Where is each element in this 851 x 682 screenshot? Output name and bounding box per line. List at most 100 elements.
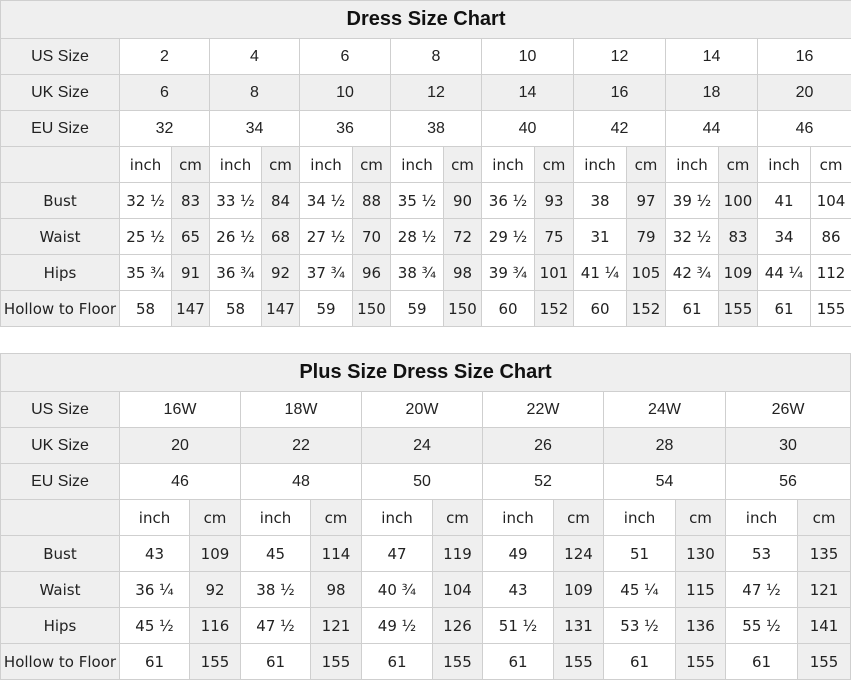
unit-cm: cm [310, 499, 362, 536]
uk-size-cell: 14 [481, 74, 574, 111]
inch-value: 27 ½ [299, 218, 353, 255]
cm-value: 155 [432, 643, 483, 680]
cm-value: 135 [796, 535, 851, 572]
us-size-cell: 10 [481, 38, 574, 75]
inch-value: 38 ¾ [390, 254, 444, 291]
unit-inch: inch [573, 146, 627, 183]
inch-value: 53 [725, 535, 798, 572]
cm-value: 104 [809, 182, 851, 219]
row-label: Hollow to Floor [0, 290, 120, 327]
unit-cm: cm [534, 146, 574, 183]
cm-value: 155 [796, 643, 851, 680]
cm-value: 155 [310, 643, 362, 680]
cm-value: 90 [443, 182, 482, 219]
measurement-row: Waist 25 ½ 65 26 ½ 68 27 ½ 70 28 ½ 72 29 ½ 75 31 79 3… [0, 218, 851, 255]
cm-value: 98 [310, 571, 362, 608]
uk-size-cell: 10 [299, 74, 391, 111]
eu-size-cell: 42 [573, 110, 666, 147]
cm-value: 141 [796, 607, 851, 644]
inch-value: 37 ¾ [299, 254, 353, 291]
row-label: Bust [0, 535, 120, 572]
eu-size-cell: 38 [390, 110, 482, 147]
inch-value: 32 ½ [665, 218, 719, 255]
inch-value: 38 [573, 182, 627, 219]
eu-size-cell: 32 [119, 110, 210, 147]
inch-value: 55 ½ [725, 607, 798, 644]
unit-cm: cm [626, 146, 666, 183]
plus-size-chart-table: Plus Size Dress Size Chart US Size 16W 18W 2… [0, 353, 851, 680]
row-label [0, 146, 120, 183]
us-size-cell: 12 [573, 38, 666, 75]
inch-value: 40 ¾ [361, 571, 433, 608]
row-label: US Size [0, 38, 120, 75]
inch-value: 59 [299, 290, 353, 327]
cm-value: 98 [443, 254, 482, 291]
cm-value: 126 [432, 607, 483, 644]
measurement-row: Bust 32 ½ 83 33 ½ 84 34 ½ 88 35 ½ 90 36 ½ 93 38 97 39… [0, 182, 851, 219]
us-size-cell: 26W [724, 391, 851, 428]
inch-value: 47 [361, 535, 433, 572]
uk-size-cell: 16 [573, 74, 666, 111]
unit-inch: inch [240, 499, 311, 536]
row-label: EU Size [0, 463, 120, 500]
measurement-row: Hollow to Floor 61 155 61 155 61 155 61 155 61 155… [0, 643, 851, 680]
cm-value: 155 [675, 643, 726, 680]
row-label: Waist [0, 571, 120, 608]
unit-cm: cm [352, 146, 391, 183]
inch-value: 47 ½ [240, 607, 311, 644]
inch-value: 34 [757, 218, 811, 255]
unit-inch: inch [361, 499, 433, 536]
cm-value: 155 [718, 290, 758, 327]
eu-size-cell: 50 [361, 463, 483, 500]
inch-value: 29 ½ [481, 218, 535, 255]
cm-value: 124 [553, 535, 604, 572]
cm-value: 152 [626, 290, 666, 327]
uk-size-cell: 24 [361, 427, 483, 464]
inch-value: 34 ½ [299, 182, 353, 219]
inch-value: 45 ¼ [603, 571, 676, 608]
inch-value: 45 ½ [119, 607, 190, 644]
cm-value: 112 [809, 254, 851, 291]
us-size-cell: 2 [119, 38, 210, 75]
cm-value: 101 [534, 254, 574, 291]
uk-size-cell: 20 [119, 427, 241, 464]
cm-value: 150 [443, 290, 482, 327]
uk-size-cell: 20 [756, 74, 851, 111]
inch-value: 42 ¾ [665, 254, 719, 291]
cm-value: 92 [189, 571, 241, 608]
cm-value: 84 [261, 182, 300, 219]
cm-value: 152 [534, 290, 574, 327]
inch-value: 61 [725, 643, 798, 680]
cm-value: 155 [189, 643, 241, 680]
cm-value: 79 [626, 218, 666, 255]
inch-value: 41 [757, 182, 811, 219]
unit-inch: inch [603, 499, 676, 536]
unit-inch: inch [209, 146, 262, 183]
unit-inch: inch [299, 146, 353, 183]
row-label: Hips [0, 607, 120, 644]
unit-cm: cm [718, 146, 758, 183]
inch-value: 58 [119, 290, 172, 327]
unit-cm: cm [796, 499, 851, 536]
uk-size-row: UK Size 6 8 10 12 14 16 18 20 [0, 74, 851, 111]
inch-value: 51 [603, 535, 676, 572]
cm-value: 92 [261, 254, 300, 291]
cm-value: 96 [352, 254, 391, 291]
inch-value: 39 ½ [665, 182, 719, 219]
cm-value: 116 [189, 607, 241, 644]
cm-value: 150 [352, 290, 391, 327]
inch-value: 41 ¼ [573, 254, 627, 291]
inch-value: 53 ½ [603, 607, 676, 644]
inch-value: 39 ¾ [481, 254, 535, 291]
inch-value: 49 [482, 535, 554, 572]
inch-value: 59 [390, 290, 444, 327]
unit-cm: cm [553, 499, 604, 536]
eu-size-cell: 56 [724, 463, 851, 500]
cm-value: 119 [432, 535, 483, 572]
us-size-cell: 6 [299, 38, 391, 75]
row-label: Hips [0, 254, 120, 291]
unit-cm: cm [171, 146, 210, 183]
us-size-cell: 16 [756, 38, 851, 75]
uk-size-cell: 30 [724, 427, 851, 464]
